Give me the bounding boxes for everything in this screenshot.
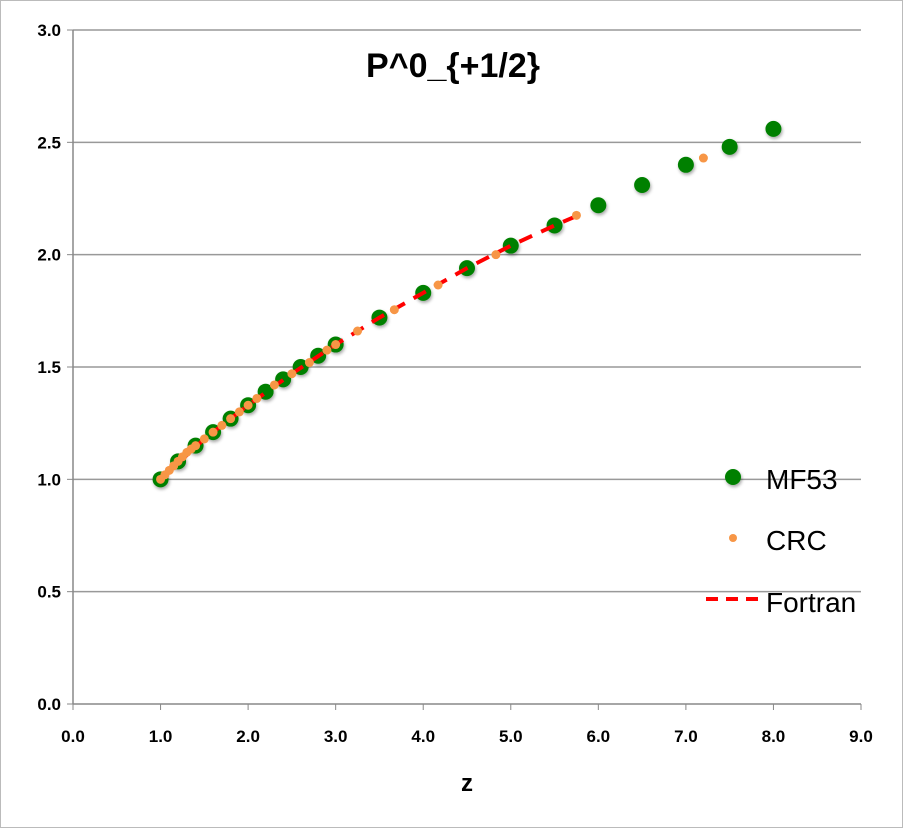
crc-point <box>191 441 201 451</box>
legend-label-mf53: MF53 <box>766 464 838 495</box>
crc-point <box>269 380 279 390</box>
y-tick-label: 0.0 <box>37 695 61 714</box>
mf53-point <box>546 217 563 234</box>
y-tick-label: 3.0 <box>37 21 61 40</box>
crc-point <box>226 414 236 424</box>
crc-point <box>217 420 227 430</box>
crc-point <box>243 400 253 410</box>
crc-point <box>389 305 399 315</box>
crc-point <box>322 345 332 355</box>
x-tick-label: 7.0 <box>674 727 698 746</box>
y-tick-label: 2.5 <box>37 133 61 152</box>
x-axis-label: z <box>461 770 473 797</box>
y-tick-label: 1.0 <box>37 470 61 489</box>
x-tick-label: 9.0 <box>849 727 873 746</box>
mf53-point <box>721 138 738 155</box>
crc-point <box>331 340 341 350</box>
mf53-point <box>590 197 607 214</box>
x-tick-label: 8.0 <box>762 727 786 746</box>
legend-marker-crc <box>729 534 737 542</box>
x-tick-label: 4.0 <box>411 727 435 746</box>
y-tick-label: 0.5 <box>37 583 61 602</box>
y-tick-label: 1.5 <box>37 358 61 377</box>
x-tick-label: 5.0 <box>499 727 523 746</box>
crc-point <box>491 250 501 260</box>
x-tick-label: 0.0 <box>61 727 85 746</box>
crc-point <box>199 434 209 444</box>
mf53-point <box>634 177 651 194</box>
crc-point <box>208 427 218 437</box>
crc-point <box>698 153 708 163</box>
crc-point <box>234 407 244 417</box>
x-tick-label: 2.0 <box>236 727 260 746</box>
crc-point <box>252 393 262 403</box>
mf53-point <box>502 237 519 254</box>
legend-label-fortran: Fortran <box>766 587 856 618</box>
crc-point <box>433 280 443 290</box>
crc-point <box>304 358 314 368</box>
x-tick-label: 1.0 <box>149 727 173 746</box>
crc-point <box>353 326 363 336</box>
crc-point <box>571 210 581 220</box>
crc-point <box>287 369 297 379</box>
y-tick-label: 2.0 <box>37 246 61 265</box>
x-tick-label: 3.0 <box>324 727 348 746</box>
mf53-point <box>677 156 694 173</box>
legend-marker-mf53 <box>725 469 741 485</box>
chart-title: P^0_{+1/2} <box>366 47 540 85</box>
mf53-point <box>765 120 782 137</box>
legend-label-crc: CRC <box>766 525 827 556</box>
x-tick-label: 6.0 <box>587 727 611 746</box>
